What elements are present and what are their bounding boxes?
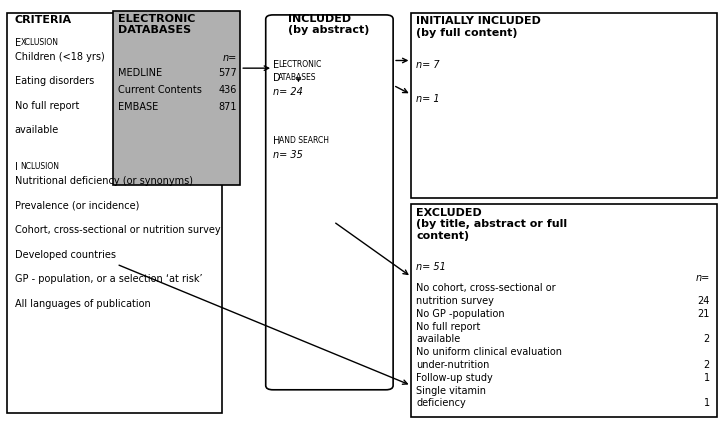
Text: No GP -population: No GP -population xyxy=(416,309,505,319)
Bar xyxy=(411,204,717,417)
Text: Single vitamin: Single vitamin xyxy=(416,386,486,395)
Text: ATABASES: ATABASES xyxy=(278,73,317,82)
Text: MEDLINE: MEDLINE xyxy=(118,68,162,78)
Text: 1: 1 xyxy=(704,373,710,383)
Text: under-nutrition: under-nutrition xyxy=(416,360,490,370)
Text: Current Contents: Current Contents xyxy=(118,85,202,95)
Text: All languages of publication: All languages of publication xyxy=(15,299,150,309)
Text: I: I xyxy=(15,162,17,172)
Text: Prevalence (or incidence): Prevalence (or incidence) xyxy=(15,200,139,210)
Bar xyxy=(411,13,717,198)
Text: No uniform clinical evaluation: No uniform clinical evaluation xyxy=(416,347,563,357)
Text: LECTRONIC: LECTRONIC xyxy=(278,60,322,69)
Text: 2: 2 xyxy=(703,360,710,370)
Text: 871: 871 xyxy=(219,102,237,112)
Text: Follow-up study: Follow-up study xyxy=(416,373,493,383)
FancyBboxPatch shape xyxy=(266,15,393,390)
Text: n= 35: n= 35 xyxy=(273,150,303,160)
Text: D: D xyxy=(273,73,280,83)
Bar xyxy=(113,11,240,185)
Text: No full report: No full report xyxy=(15,101,79,110)
Text: CRITERIA: CRITERIA xyxy=(15,15,71,25)
Text: nutrition survey: nutrition survey xyxy=(416,296,494,306)
Text: INCLUDED
(by abstract): INCLUDED (by abstract) xyxy=(288,14,369,35)
Text: n= 1: n= 1 xyxy=(416,94,440,104)
Text: 1: 1 xyxy=(704,398,710,408)
Text: Children (<18 yrs): Children (<18 yrs) xyxy=(15,52,104,62)
Text: XCLUSION: XCLUSION xyxy=(20,38,58,47)
Text: available: available xyxy=(15,125,59,135)
Text: AND SEARCH: AND SEARCH xyxy=(279,136,329,145)
Text: deficiency: deficiency xyxy=(416,398,466,408)
Text: n= 51: n= 51 xyxy=(416,262,446,272)
Text: n=: n= xyxy=(223,53,237,63)
Text: No cohort, cross-sectional or: No cohort, cross-sectional or xyxy=(416,283,556,293)
Text: Eating disorders: Eating disorders xyxy=(15,76,94,86)
Text: n= 7: n= 7 xyxy=(416,60,440,69)
Text: 577: 577 xyxy=(218,68,237,78)
Text: No full report: No full report xyxy=(416,322,480,331)
Text: 2: 2 xyxy=(703,334,710,344)
Text: available: available xyxy=(416,334,461,344)
Text: EXCLUDED
(by title, abstract or full
content): EXCLUDED (by title, abstract or full con… xyxy=(416,208,568,241)
Text: 24: 24 xyxy=(697,296,710,306)
Text: Nutritional deficiency (or synonyms): Nutritional deficiency (or synonyms) xyxy=(15,176,193,185)
Text: 436: 436 xyxy=(219,85,237,95)
Text: INITIALLY INCLUDED
(by full content): INITIALLY INCLUDED (by full content) xyxy=(416,16,542,38)
Text: n= 24: n= 24 xyxy=(273,87,303,97)
Text: E: E xyxy=(273,60,279,69)
Text: Developed countries: Developed countries xyxy=(15,250,116,259)
Text: ELECTRONIC
DATABASES: ELECTRONIC DATABASES xyxy=(118,14,195,35)
Text: Cohort, cross-sectional or nutrition survey: Cohort, cross-sectional or nutrition sur… xyxy=(15,225,220,235)
Bar xyxy=(7,13,222,413)
Text: E: E xyxy=(15,38,20,48)
Text: H: H xyxy=(273,136,280,146)
Text: n=: n= xyxy=(695,273,710,283)
Text: GP - population, or a selection ‘at risk’: GP - population, or a selection ‘at risk… xyxy=(15,274,202,284)
Text: 21: 21 xyxy=(697,309,710,319)
Text: EMBASE: EMBASE xyxy=(118,102,158,112)
Text: NCLUSION: NCLUSION xyxy=(20,162,60,171)
